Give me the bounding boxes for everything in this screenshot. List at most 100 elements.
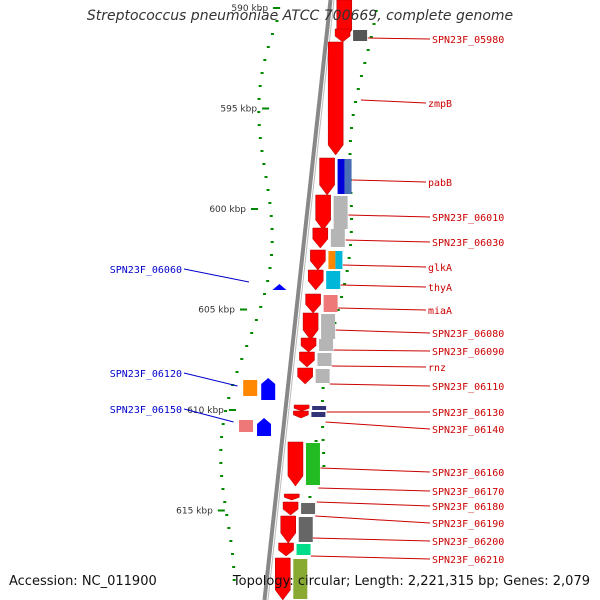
gene-arrow-SPN23F_06130 xyxy=(293,404,310,412)
gc-dot xyxy=(369,36,373,38)
cog-box-SPN23F_06120 xyxy=(243,380,258,396)
gc-dot xyxy=(262,163,266,165)
leader-SPN23F_06030 xyxy=(345,239,431,243)
gc-dot xyxy=(260,72,264,74)
cog-box-SPN23F_06090 xyxy=(319,339,334,351)
leader-SPN23F_06150 xyxy=(183,408,234,423)
leader-SPN23F_06210 xyxy=(310,555,431,560)
gene-label-SPN23F_06160: SPN23F_06160 xyxy=(432,468,504,479)
cog-box-SPN23F_06130 xyxy=(312,406,327,410)
gc-dot xyxy=(221,488,225,490)
gene-arrow-SPN23F_06150 xyxy=(257,418,272,436)
gc-dot xyxy=(263,293,267,295)
gc-dot xyxy=(314,440,318,442)
gc-dot xyxy=(351,114,355,116)
gc-dot xyxy=(356,88,360,90)
gene-arrow-SPN23F_06010 xyxy=(315,194,331,231)
gene-arrow-glkA xyxy=(310,249,326,271)
gc-dot xyxy=(363,62,367,64)
gc-dot xyxy=(321,387,325,389)
gc-dot xyxy=(254,319,258,321)
gc-dot xyxy=(266,189,270,191)
scale-tick-label: 600 kbp xyxy=(209,205,246,215)
leader-pabB xyxy=(352,179,427,183)
leader-SPN23F_06200 xyxy=(312,537,431,542)
gene-label-zmpB: zmpB xyxy=(428,99,452,110)
gene-label-SPN23F_06110: SPN23F_06110 xyxy=(432,382,504,393)
gene-arrow-rnz xyxy=(299,351,315,368)
gene-label-SPN23F_06030: SPN23F_06030 xyxy=(432,238,504,249)
gc-dot xyxy=(221,423,225,425)
gene-label-SPN23F_06200: SPN23F_06200 xyxy=(432,537,504,548)
gene-arrow-SPN23F_06180 xyxy=(282,501,299,516)
gene-label-SPN23F_06130: SPN23F_06130 xyxy=(432,408,504,419)
gene-arrow-SPN23F_06190 xyxy=(280,515,297,544)
scale-tick-label: 595 kbp xyxy=(220,105,257,115)
gene-arrow-SPN23F_06110 xyxy=(297,367,313,385)
leader-SPN23F_06160 xyxy=(320,467,431,473)
backbone-shadow-line xyxy=(267,0,335,600)
gc-dot xyxy=(270,33,274,35)
gene-label-SPN23F_06190: SPN23F_06190 xyxy=(432,519,504,530)
gc-dot xyxy=(231,553,235,555)
gc-dot xyxy=(268,267,272,269)
cog-box-SPN23F_06150 xyxy=(239,420,254,432)
gc-dot xyxy=(220,475,224,477)
gene-arrow-SPN23F_06090 xyxy=(300,337,317,353)
scale-tick-label: 605 kbp xyxy=(198,306,235,316)
gene-label-miaA: miaA xyxy=(428,306,452,317)
leader-SPN23F_06090 xyxy=(333,349,431,352)
gc-dot xyxy=(225,514,229,516)
gc-dot xyxy=(349,205,353,207)
gc-dot xyxy=(348,140,352,142)
gene-arrow-SPN23F_06060 xyxy=(272,284,287,290)
gene-label-SPN23F_06150: SPN23F_06150 xyxy=(110,405,182,416)
cog-box-SPN23F_06030 xyxy=(330,229,345,247)
cog-box-pabB xyxy=(337,159,345,194)
gc-dot xyxy=(229,540,233,542)
gene-label-SPN23F_06090: SPN23F_06090 xyxy=(432,347,504,358)
gene-label-SPN23F_05980: SPN23F_05980 xyxy=(432,35,504,46)
gc-dot xyxy=(347,257,351,259)
cog-box-miaA xyxy=(323,295,338,312)
leader-SPN23F_06080 xyxy=(335,329,431,334)
gc-dot xyxy=(250,332,254,334)
cog-box-SPN23F_06210 xyxy=(293,559,308,599)
left-labels-group: SPN23F_06060 SPN23F_06120 SPN23F_06150 xyxy=(110,265,250,423)
leader-zmpB xyxy=(360,99,427,104)
scale-ticks-group: 590 kbp 595 kbp 600 kbp 605 kbp 610 kbp 615 k… xyxy=(176,4,281,517)
leader-SPN23F_06120 xyxy=(183,372,238,387)
gc-dot xyxy=(264,176,268,178)
cog-box-thyA xyxy=(326,271,341,289)
gc-dot xyxy=(266,280,270,282)
leader-SPN23F_05980 xyxy=(367,37,431,40)
gene-label-SPN23F_06180: SPN23F_06180 xyxy=(432,502,504,513)
gc-dot xyxy=(219,449,223,451)
genome-summary-text: Topology: circular; Length: 2,221,315 bp… xyxy=(232,574,590,589)
gene-arrow-SPN23F_05980 xyxy=(334,28,351,43)
gene-label-rnz: rnz xyxy=(428,363,446,374)
gc-dot xyxy=(240,358,244,360)
gene-arrow-SPN23F_06170 xyxy=(284,493,300,501)
leader-SPN23F_06060 xyxy=(183,268,250,283)
scale-tick-label: 615 kbp xyxy=(176,507,213,517)
gc-dot xyxy=(349,244,353,246)
gene-label-SPN23F_06010: SPN23F_06010 xyxy=(432,213,504,224)
accession-text: Accession: NC_011900 xyxy=(9,574,157,589)
leader-SPN23F_06180 xyxy=(316,501,431,507)
gc-dot xyxy=(321,426,325,428)
leader-SPN23F_06010 xyxy=(348,214,431,218)
gc-dot xyxy=(235,371,239,373)
gc-dot xyxy=(269,254,273,256)
gene-label-SPN23F_06140: SPN23F_06140 xyxy=(432,425,504,436)
gc-dot xyxy=(223,501,227,503)
gc-dots-group xyxy=(219,10,378,596)
genes-group xyxy=(239,0,368,600)
gc-dot xyxy=(353,101,357,103)
gc-dot xyxy=(320,400,324,402)
leader-rnz xyxy=(331,365,427,368)
gene-arrow-SPN23F_06210 xyxy=(275,557,291,600)
leader-SPN23F_06190 xyxy=(315,515,431,524)
cog-box-SPN23F_06140 xyxy=(311,412,326,417)
